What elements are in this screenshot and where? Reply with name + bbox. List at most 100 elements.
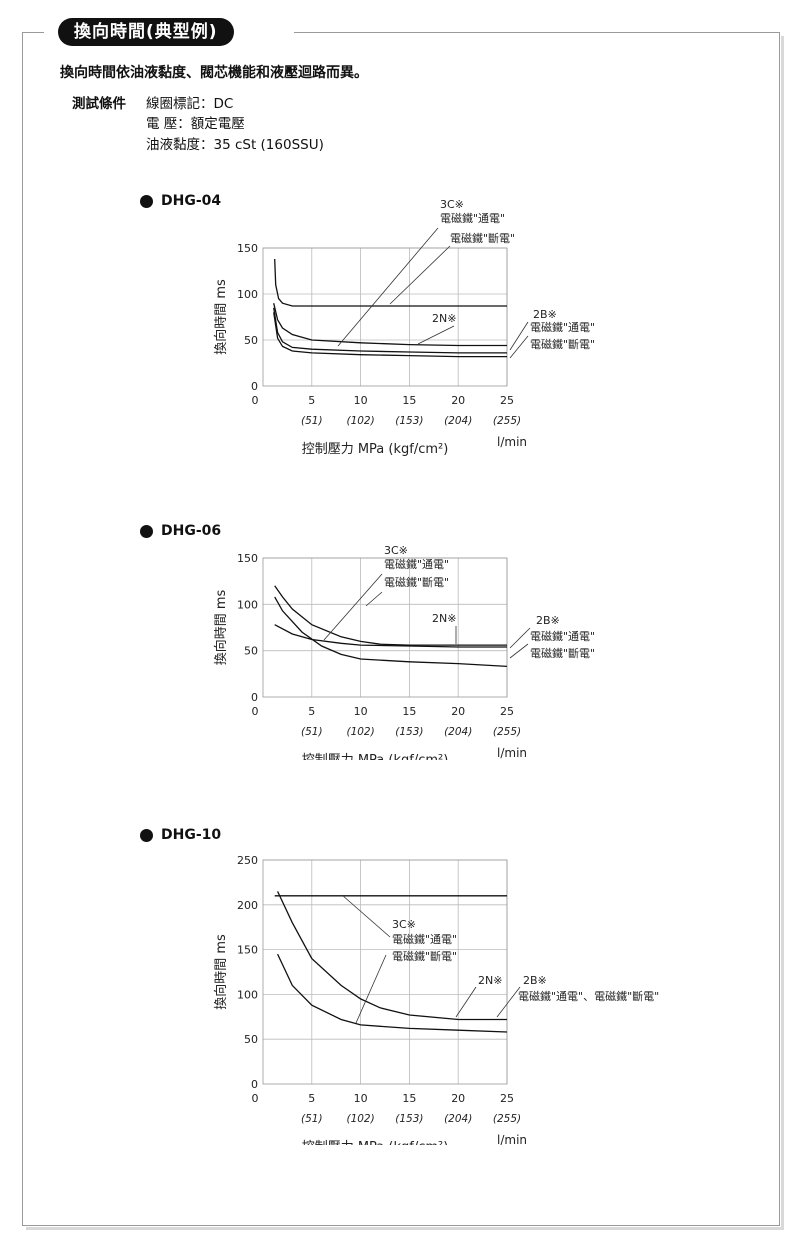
section-title-dhg10: DHG-10 — [140, 827, 221, 843]
section-label: DHG-04 — [161, 193, 222, 209]
series-line-3 — [274, 624, 507, 648]
x-tick-label-kgf: (153) — [395, 1113, 423, 1125]
x-tick-label: 10 — [354, 394, 368, 407]
annotation-label: 電磁鐵"斷電" — [530, 646, 595, 660]
x-tick-label-kgf: (51) — [301, 726, 323, 738]
page-title: 換向時間(典型例) — [58, 18, 234, 46]
frame-shadow — [26, 36, 784, 1230]
x-tick-label: 5 — [308, 394, 315, 407]
annotation-label: 3C※ — [384, 544, 408, 557]
y-tick-label: 50 — [244, 334, 258, 347]
chart-dhg06: 0 50 100 150 0 5 10 15 20 25 (51) (102) (153) (204) (2… — [213, 544, 595, 760]
bullet-icon — [140, 524, 153, 538]
x-tick-label-kgf: (255) — [493, 1113, 521, 1125]
annotation-leader — [496, 986, 521, 1018]
annotation-label: 3C※ — [392, 918, 416, 931]
bullet-icon — [140, 828, 153, 842]
annotation-label: 2B※ — [533, 308, 557, 321]
x-tick-label: 25 — [500, 1092, 514, 1105]
annotation-leader — [341, 894, 391, 938]
annotation-leader — [509, 321, 529, 351]
y-tick-label: 100 — [237, 598, 258, 611]
series-line-2 — [273, 303, 507, 347]
x-tick-label-kgf: (153) — [395, 726, 423, 738]
x-tick-label: 20 — [451, 1092, 465, 1105]
chart-dhg10: 0 50 100 150 200 250 0 5 10 15 20 25 (51) (102) (153) (… — [213, 854, 659, 1145]
x-tick-label-kgf: (255) — [493, 415, 521, 427]
x-tick-label-kgf: (102) — [346, 1113, 374, 1125]
x-unit-label: l/min — [497, 1133, 527, 1145]
annotation-label: 電磁鐵"通電" — [530, 629, 595, 643]
annotation-leader — [455, 986, 477, 1018]
annotation-label: 電磁鐵"斷電" — [530, 337, 595, 351]
x-tick-label: 5 — [308, 705, 315, 718]
series-line-3 — [273, 307, 507, 354]
annotation-label: 2B※ — [523, 974, 547, 987]
annotation-label: 電磁鐵"通電" — [392, 932, 457, 946]
plot-frame — [262, 557, 508, 698]
section-title-dhg04: DHG-04 — [140, 193, 221, 209]
annotation-leader — [389, 245, 451, 305]
y-tick-label: 0 — [251, 1078, 258, 1091]
series-line-4 — [273, 312, 507, 358]
x-tick-label: 0 — [252, 394, 259, 407]
annotation-label: 2N※ — [432, 312, 456, 325]
annotation-leader — [417, 325, 455, 345]
x-axis-label: 控制壓力 MPa (kgf/cm²) — [302, 753, 449, 760]
y-tick-label: 100 — [237, 988, 258, 1001]
x-axis-label: 控制壓力 MPa (kgf/cm²) — [302, 1140, 449, 1145]
annotation-label: 電磁鐵"通電" — [440, 211, 505, 225]
x-tick-label: 0 — [252, 705, 259, 718]
x-tick-label: 25 — [500, 705, 514, 718]
annotation-label: 2N※ — [432, 612, 456, 625]
x-tick-label: 10 — [354, 705, 368, 718]
annotation-label: 2B※ — [536, 614, 560, 627]
annotation-leader — [509, 643, 529, 659]
condition-viscosity: 油液黏度：35 cSt (160SSU) — [146, 137, 324, 153]
annotation-leader — [509, 335, 529, 359]
y-tick-label: 250 — [237, 854, 258, 867]
plot-frame — [262, 859, 508, 1085]
x-tick-label: 15 — [402, 1092, 416, 1105]
annotation-leader — [355, 954, 387, 1024]
annotation-label: 電磁鐵"通電"、電磁鐵"斷電" — [518, 989, 659, 1003]
x-tick-label: 0 — [252, 1092, 259, 1105]
y-tick-label: 0 — [251, 691, 258, 704]
x-tick-label: 5 — [308, 1092, 315, 1105]
intro-text: 換向時間依油液黏度、閥芯機能和液壓迴路而異。 — [60, 65, 368, 81]
y-tick-label: 100 — [237, 288, 258, 301]
series-line-2 — [274, 596, 508, 668]
y-tick-label: 50 — [244, 1033, 258, 1046]
section-title-dhg06: DHG-06 — [140, 523, 221, 539]
x-tick-label-kgf: (51) — [301, 415, 323, 427]
annotation-label: 電磁鐵"通電" — [384, 557, 449, 571]
annotation-label: 2N※ — [478, 974, 502, 987]
annotation-label: 電磁鐵"通電" — [530, 320, 595, 334]
annotation-leader — [509, 627, 531, 649]
x-unit-label: l/min — [497, 746, 527, 760]
conditions-label: 測試條件 — [72, 96, 126, 112]
page-frame — [22, 32, 780, 1226]
condition-coil: 線圈標記：DC — [146, 96, 234, 112]
x-tick-label-kgf: (102) — [346, 415, 374, 427]
x-tick-label: 10 — [354, 1092, 368, 1105]
x-tick-label-kgf: (102) — [346, 726, 374, 738]
annotation-label: 3C※ — [440, 200, 464, 211]
bullet-icon — [140, 194, 153, 208]
annotation-leader — [323, 573, 383, 641]
y-axis-label: 換向時間 ms — [213, 279, 229, 355]
series-line-3 — [277, 953, 508, 1033]
plot-frame — [262, 247, 508, 387]
x-tick-label: 20 — [451, 705, 465, 718]
y-tick-label: 0 — [251, 380, 258, 393]
section-label: DHG-06 — [161, 523, 222, 539]
x-tick-label-kgf: (51) — [301, 1113, 323, 1125]
x-unit-label: l/min — [497, 435, 527, 449]
x-tick-label: 25 — [500, 394, 514, 407]
annotation-leader — [365, 591, 383, 607]
x-tick-label: 15 — [402, 705, 416, 718]
y-tick-label: 150 — [237, 242, 258, 255]
series-line-1 — [274, 585, 507, 646]
x-tick-label-kgf: (204) — [444, 726, 472, 738]
x-tick-label: 20 — [451, 394, 465, 407]
